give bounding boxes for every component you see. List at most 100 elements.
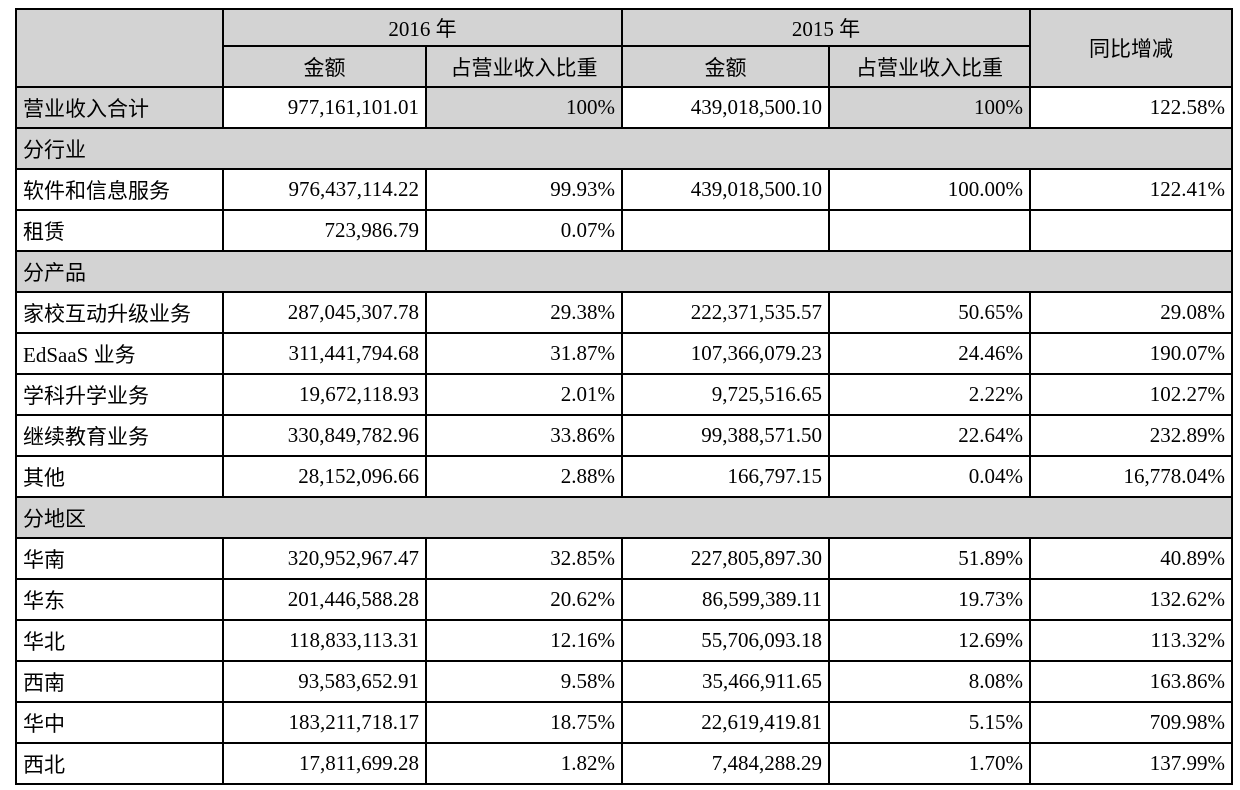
row-label: 华北: [15, 619, 224, 662]
yoy-change: 232.89%: [1029, 414, 1233, 457]
header-item-cell: [15, 8, 224, 88]
amount-2015: 107,366,079.23: [621, 332, 830, 375]
yoy-change: 122.58%: [1029, 86, 1233, 129]
amount-2016: 320,952,967.47: [222, 537, 427, 580]
share-2016: 31.87%: [425, 332, 623, 375]
row-label: 华南: [15, 537, 224, 580]
yoy-change: 190.07%: [1029, 332, 1233, 375]
yoy-change: 163.86%: [1029, 660, 1233, 703]
amount-2015: 227,805,897.30: [621, 537, 830, 580]
amount-2015: 166,797.15: [621, 455, 830, 498]
section-row: 分地区: [15, 496, 1233, 539]
row-label: 其他: [15, 455, 224, 498]
yoy-change: [1029, 209, 1233, 252]
amount-2015: 439,018,500.10: [621, 168, 830, 211]
yoy-change: 709.98%: [1029, 701, 1233, 744]
header-amount-2016: 金额: [222, 45, 427, 88]
row-label: 家校互动升级业务: [15, 291, 224, 334]
yoy-change: 29.08%: [1029, 291, 1233, 334]
share-2015: 100%: [828, 86, 1031, 129]
table-row: EdSaaS 业务 311,441,794.68 31.87% 107,366,079…: [15, 332, 1233, 375]
amount-2016: 311,441,794.68: [222, 332, 427, 375]
share-2016: 33.86%: [425, 414, 623, 457]
table-body: 营业收入合计 977,161,101.01 100% 439,018,500.10 10…: [15, 86, 1233, 785]
share-2016: 100%: [425, 86, 623, 129]
share-2016: 32.85%: [425, 537, 623, 580]
amount-2015: 86,599,389.11: [621, 578, 830, 621]
share-2015: 12.69%: [828, 619, 1031, 662]
amount-2016: 201,446,588.28: [222, 578, 427, 621]
revenue-breakdown-table: 2016 年 2015 年 同比增减 金额 占营业收入比重 金额 占营业收入比重…: [15, 8, 1233, 785]
yoy-change: 122.41%: [1029, 168, 1233, 211]
section-row: 分产品: [15, 250, 1233, 293]
section-label: 分行业: [15, 127, 1233, 170]
share-2016: 29.38%: [425, 291, 623, 334]
yoy-change: 137.99%: [1029, 742, 1233, 785]
table-row: 学科升学业务 19,672,118.93 2.01% 9,725,516.65 2.22…: [15, 373, 1233, 416]
row-label: 西北: [15, 742, 224, 785]
table-row: 华东 201,446,588.28 20.62% 86,599,389.11 19.73…: [15, 578, 1233, 621]
amount-2016: 19,672,118.93: [222, 373, 427, 416]
share-2015: [828, 209, 1031, 252]
amount-2016: 330,849,782.96: [222, 414, 427, 457]
section-label: 分地区: [15, 496, 1233, 539]
header-share-2015: 占营业收入比重: [828, 45, 1031, 88]
amount-2015: 9,725,516.65: [621, 373, 830, 416]
amount-2016: 17,811,699.28: [222, 742, 427, 785]
amount-2016: 977,161,101.01: [222, 86, 427, 129]
yoy-change: 113.32%: [1029, 619, 1233, 662]
share-2016: 9.58%: [425, 660, 623, 703]
share-2015: 0.04%: [828, 455, 1031, 498]
header-yoy-change: 同比增减: [1029, 8, 1233, 88]
row-label: EdSaaS 业务: [15, 332, 224, 375]
table-row: 继续教育业务 330,849,782.96 33.86% 99,388,571.50 2…: [15, 414, 1233, 457]
amount-2015: 35,466,911.65: [621, 660, 830, 703]
amount-2015: 439,018,500.10: [621, 86, 830, 129]
yoy-change: 16,778.04%: [1029, 455, 1233, 498]
share-2015: 24.46%: [828, 332, 1031, 375]
share-2016: 2.01%: [425, 373, 623, 416]
yoy-change: 40.89%: [1029, 537, 1233, 580]
row-label: 学科升学业务: [15, 373, 224, 416]
share-2015: 100.00%: [828, 168, 1031, 211]
header-amount-2015: 金额: [621, 45, 830, 88]
table-row: 营业收入合计 977,161,101.01 100% 439,018,500.10 10…: [15, 86, 1233, 129]
amount-2016: 183,211,718.17: [222, 701, 427, 744]
header-year-2016: 2016 年: [222, 8, 623, 47]
table-row: 软件和信息服务 976,437,114.22 99.93% 439,018,500.1…: [15, 168, 1233, 211]
table-row: 华中 183,211,718.17 18.75% 22,619,419.81 5.15%…: [15, 701, 1233, 744]
amount-2016: 287,045,307.78: [222, 291, 427, 334]
amount-2016: 93,583,652.91: [222, 660, 427, 703]
share-2016: 18.75%: [425, 701, 623, 744]
share-2016: 12.16%: [425, 619, 623, 662]
table-header: 2016 年 2015 年 同比增减 金额 占营业收入比重 金额 占营业收入比重: [15, 8, 1233, 88]
amount-2016: 118,833,113.31: [222, 619, 427, 662]
header-row-years: 2016 年 2015 年 同比增减: [15, 8, 1233, 88]
yoy-change: 132.62%: [1029, 578, 1233, 621]
amount-2015: 55,706,093.18: [621, 619, 830, 662]
share-2015: 50.65%: [828, 291, 1031, 334]
amount-2015: 99,388,571.50: [621, 414, 830, 457]
share-2016: 0.07%: [425, 209, 623, 252]
row-label: 继续教育业务: [15, 414, 224, 457]
row-label: 华东: [15, 578, 224, 621]
share-2015: 19.73%: [828, 578, 1031, 621]
section-row: 分行业: [15, 127, 1233, 170]
row-label: 华中: [15, 701, 224, 744]
yoy-change: 102.27%: [1029, 373, 1233, 416]
amount-2015: 22,619,419.81: [621, 701, 830, 744]
table-row: 其他 28,152,096.66 2.88% 166,797.15 0.04% 16,77…: [15, 455, 1233, 498]
table-row: 家校互动升级业务 287,045,307.78 29.38% 222,371,535.…: [15, 291, 1233, 334]
section-label: 分产品: [15, 250, 1233, 293]
table-row: 西北 17,811,699.28 1.82% 7,484,288.29 1.70% 137…: [15, 742, 1233, 785]
share-2016: 2.88%: [425, 455, 623, 498]
amount-2015: 222,371,535.57: [621, 291, 830, 334]
table-row: 华南 320,952,967.47 32.85% 227,805,897.30 51.8…: [15, 537, 1233, 580]
table-row: 租赁 723,986.79 0.07%: [15, 209, 1233, 252]
amount-2016: 976,437,114.22: [222, 168, 427, 211]
row-label: 软件和信息服务: [15, 168, 224, 211]
share-2015: 1.70%: [828, 742, 1031, 785]
header-row-measures: 金额 占营业收入比重 金额 占营业收入比重: [16, 45, 1232, 88]
share-2016: 99.93%: [425, 168, 623, 211]
